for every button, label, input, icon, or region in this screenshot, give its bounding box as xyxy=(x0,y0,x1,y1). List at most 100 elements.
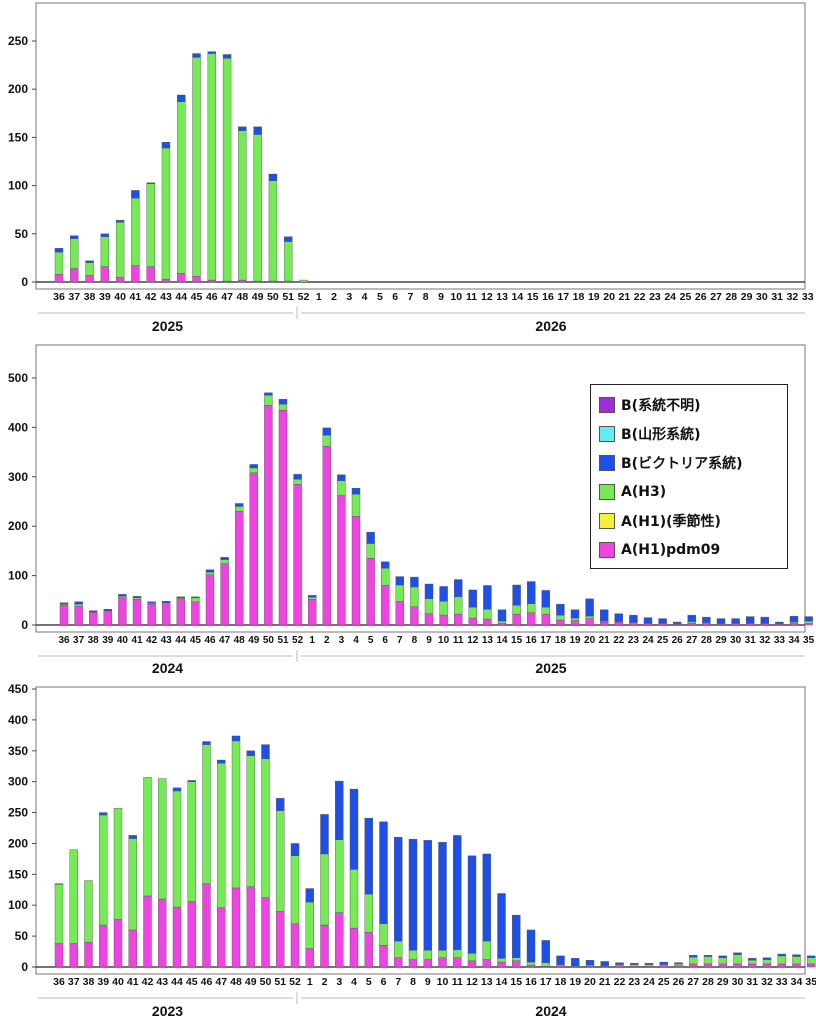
bar-segment xyxy=(74,601,83,605)
bar-segment xyxy=(468,607,477,619)
x-tick-label: 16 xyxy=(525,976,537,988)
bar-segment xyxy=(74,604,83,607)
bar-segment xyxy=(351,487,361,495)
x-tick-label: 24 xyxy=(664,291,676,303)
x-tick-label: 5 xyxy=(366,976,372,988)
x-tick-label: 42 xyxy=(142,976,154,988)
bar-segment xyxy=(807,955,816,958)
x-tick-label: 29 xyxy=(717,976,729,988)
bar-segment xyxy=(526,964,536,968)
bar-segment xyxy=(703,956,713,965)
x-tick-label: 51 xyxy=(282,291,294,303)
x-tick-label: 50 xyxy=(260,976,272,988)
y-tick-label: 300 xyxy=(8,775,28,789)
bar-segment xyxy=(54,248,64,253)
x-tick-label: 35 xyxy=(803,635,815,646)
x-tick-label: 9 xyxy=(425,976,431,988)
bar-segment xyxy=(308,595,317,598)
bar-segment xyxy=(512,914,521,958)
x-tick-label: 7 xyxy=(395,976,401,988)
x-tick-label: 48 xyxy=(237,291,249,303)
bar-segment xyxy=(131,190,140,199)
x-tick-label: 19 xyxy=(569,976,581,988)
bar-segment xyxy=(366,543,375,559)
x-tick-label: 30 xyxy=(730,635,742,646)
bar-segment xyxy=(687,621,696,624)
bar-segment xyxy=(238,126,247,131)
bar-segment xyxy=(718,955,727,958)
bar-segment xyxy=(172,906,182,968)
bar-segment xyxy=(453,835,462,950)
bar-segment xyxy=(131,265,140,283)
bar-segment xyxy=(733,963,742,968)
bar-segment xyxy=(807,963,816,968)
bar-segment xyxy=(408,838,418,951)
bar-segment xyxy=(585,618,594,626)
bar-segment xyxy=(74,606,83,626)
x-tick-label: 25 xyxy=(657,635,669,646)
bar-segment xyxy=(131,197,140,266)
bar-segment xyxy=(381,561,390,569)
bar-segment xyxy=(128,929,137,968)
x-tick-label: 4 xyxy=(362,291,368,303)
x-tick-label: 16 xyxy=(526,635,538,646)
bar-segment xyxy=(349,788,359,870)
legend-item-a-h1pdm09: A(H1)pdm09 xyxy=(599,538,720,562)
y-tick-label: 400 xyxy=(8,713,28,727)
bar-segment xyxy=(454,579,463,598)
bar-segment xyxy=(220,563,229,626)
bar-segment xyxy=(424,613,434,626)
bar-segment xyxy=(467,953,477,962)
bar-segment xyxy=(789,623,799,626)
bar-segment xyxy=(497,609,507,622)
bar-segment xyxy=(249,472,259,626)
bar-segment xyxy=(176,596,186,599)
bar-segment xyxy=(249,467,259,474)
x-tick-label: 50 xyxy=(267,291,279,303)
x-tick-label: 27 xyxy=(686,635,698,646)
bar-segment xyxy=(483,618,492,626)
bar-segment xyxy=(600,621,609,626)
y-tick-label: 400 xyxy=(8,420,28,434)
x-tick-label: 18 xyxy=(555,635,567,646)
x-tick-label: 25 xyxy=(658,976,670,988)
bar-segment xyxy=(187,901,196,968)
bar-segment xyxy=(789,621,799,624)
bar-segment xyxy=(483,608,492,620)
bar-segment xyxy=(118,596,127,599)
bar-segment xyxy=(293,474,302,480)
x-tick-label: 9 xyxy=(426,635,432,646)
x-tick-label: 34 xyxy=(791,976,803,988)
x-tick-label: 41 xyxy=(127,976,139,988)
bar-segment xyxy=(762,959,772,965)
y-tick-label: 0 xyxy=(21,275,28,289)
bar-segment xyxy=(408,959,418,968)
x-tick-label: 32 xyxy=(759,635,771,646)
bar-segment xyxy=(482,940,491,960)
x-tick-label: 12 xyxy=(467,635,479,646)
bar-segment xyxy=(659,961,668,965)
bar-segment xyxy=(176,598,186,626)
bar-segment xyxy=(556,619,565,626)
bar-segment xyxy=(161,142,171,149)
bar-segment xyxy=(541,940,550,963)
bar-segment xyxy=(84,880,93,943)
x-tick-label: 41 xyxy=(130,291,142,303)
x-tick-label: 38 xyxy=(84,291,96,303)
bar-segment xyxy=(687,622,696,626)
bar-segment xyxy=(512,960,521,968)
bar-segment xyxy=(320,924,329,968)
x-tick-label: 24 xyxy=(642,635,654,646)
x-tick-label: 27 xyxy=(687,976,699,988)
x-tick-label: 14 xyxy=(496,635,508,646)
bar-segment xyxy=(205,569,215,573)
bar-segment xyxy=(423,950,432,960)
bar-segment xyxy=(234,506,244,512)
bar-segment xyxy=(177,273,186,283)
x-tick-label: 46 xyxy=(201,976,213,988)
x-tick-label: 44 xyxy=(171,976,183,988)
x-tick-label: 17 xyxy=(540,976,552,988)
bar-segment xyxy=(527,603,536,613)
bar-segment xyxy=(512,613,521,626)
x-tick-label: 14 xyxy=(512,291,524,303)
